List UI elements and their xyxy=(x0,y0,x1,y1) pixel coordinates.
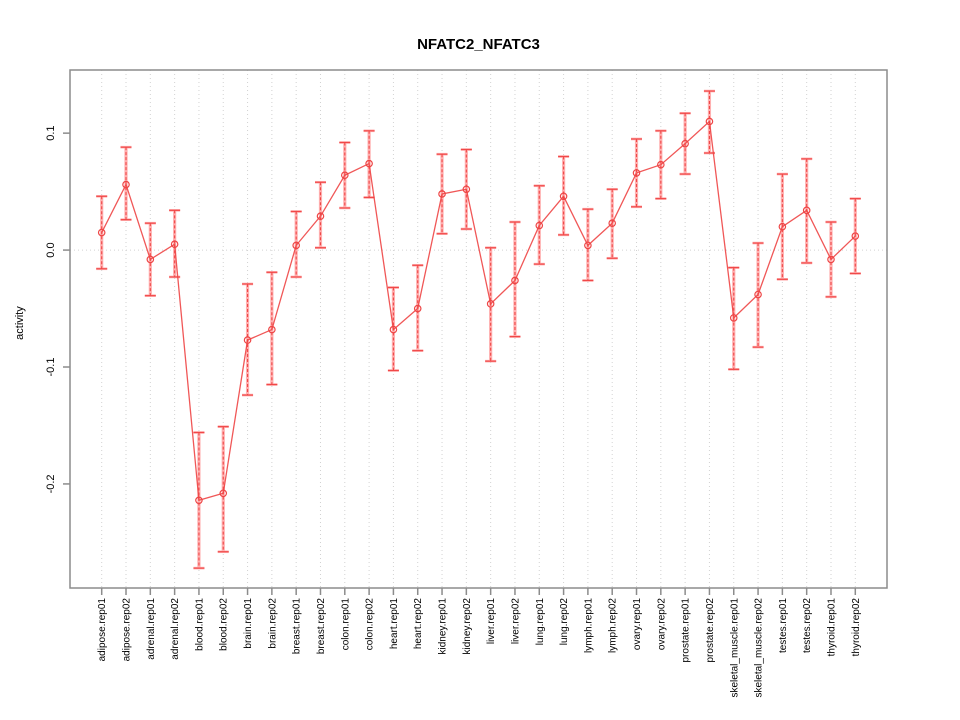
x-tick-label: brain.rep02 xyxy=(267,598,278,649)
x-tick-label: skeletal_muscle.rep01 xyxy=(729,598,740,698)
data-point-marker xyxy=(292,241,300,250)
x-tick-label: liver.rep02 xyxy=(510,598,521,645)
data-point-marker xyxy=(778,222,787,231)
x-tick-label: lymph.rep02 xyxy=(608,598,619,653)
x-tick-label: adipose.rep02 xyxy=(122,598,133,662)
x-tick-label: skeletal_muscle.rep02 xyxy=(754,598,765,698)
data-point-marker xyxy=(268,325,276,334)
y-tick-label: -0.2 xyxy=(45,474,57,493)
data-point-marker xyxy=(657,160,665,169)
data-point-marker xyxy=(195,496,203,505)
data-point-marker xyxy=(243,336,252,344)
x-tick-label: adipose.rep01 xyxy=(97,598,108,662)
data-point-marker xyxy=(535,221,544,230)
data-point-marker xyxy=(608,219,617,227)
x-tick-label: lung.rep02 xyxy=(559,598,570,646)
x-tick-label: testes.rep01 xyxy=(778,598,789,653)
x-tick-label: blood.rep01 xyxy=(194,598,205,651)
x-tick-label: testes.rep02 xyxy=(802,598,813,653)
data-point-marker xyxy=(413,304,422,313)
data-point-marker xyxy=(122,180,130,189)
data-point-marker xyxy=(802,206,811,215)
data-point-marker xyxy=(729,314,738,322)
x-tick-label: brain.rep01 xyxy=(243,598,254,649)
x-tick-label: heart.rep02 xyxy=(413,598,424,650)
data-point-marker xyxy=(462,185,471,194)
x-tick-label: thyroid.rep01 xyxy=(826,598,837,657)
x-tick-label: adrenal.rep02 xyxy=(170,598,181,660)
y-tick-label: 0.0 xyxy=(45,242,57,257)
x-tick-label: lung.rep01 xyxy=(535,598,546,646)
data-point-marker xyxy=(486,300,495,308)
data-point-marker xyxy=(827,255,835,264)
x-tick-label: thyroid.rep02 xyxy=(851,598,862,657)
data-point-marker xyxy=(705,117,714,126)
x-tick-label: colon.rep02 xyxy=(365,598,376,651)
x-tick-label: kidney.rep02 xyxy=(462,598,473,655)
data-point-marker xyxy=(97,228,106,237)
x-tick-label: breast.rep02 xyxy=(316,598,327,655)
x-tick-label: breast.rep01 xyxy=(292,598,303,655)
x-tick-label: colon.rep01 xyxy=(340,598,351,651)
data-point-marker xyxy=(340,171,349,180)
chart-title: NFATC2_NFATC3 xyxy=(417,36,540,53)
data-point-marker xyxy=(365,159,373,168)
x-tick-label: adrenal.rep01 xyxy=(146,598,157,660)
activity-line xyxy=(101,120,856,502)
data-point-marker xyxy=(559,192,568,201)
x-tick-label: ovary.rep02 xyxy=(656,598,667,651)
data-point-marker xyxy=(389,325,398,334)
data-point-marker xyxy=(851,232,860,240)
y-tick-label: 0.1 xyxy=(45,125,57,140)
data-point-marker xyxy=(754,290,762,299)
x-tick-label: heart.rep01 xyxy=(389,598,400,650)
data-point-marker xyxy=(170,240,179,249)
data-point-marker xyxy=(584,241,592,250)
data-point-marker xyxy=(632,169,641,177)
data-point-marker xyxy=(146,255,155,264)
x-tick-label: liver.rep01 xyxy=(486,598,497,645)
y-tick-label: -0.1 xyxy=(45,358,57,377)
x-tick-label: prostate.rep01 xyxy=(681,598,692,663)
data-point-marker xyxy=(681,139,689,148)
data-point-marker xyxy=(511,276,519,285)
data-point-marker xyxy=(316,212,325,220)
x-tick-label: prostate.rep02 xyxy=(705,598,716,663)
x-tick-label: ovary.rep01 xyxy=(632,598,643,651)
data-point-marker xyxy=(438,190,446,198)
x-tick-label: kidney.rep01 xyxy=(438,598,449,655)
x-tick-label: lymph.rep01 xyxy=(583,598,594,653)
x-tick-label: blood.rep02 xyxy=(219,598,230,651)
data-point-marker xyxy=(219,489,228,498)
plot-border xyxy=(69,69,888,589)
